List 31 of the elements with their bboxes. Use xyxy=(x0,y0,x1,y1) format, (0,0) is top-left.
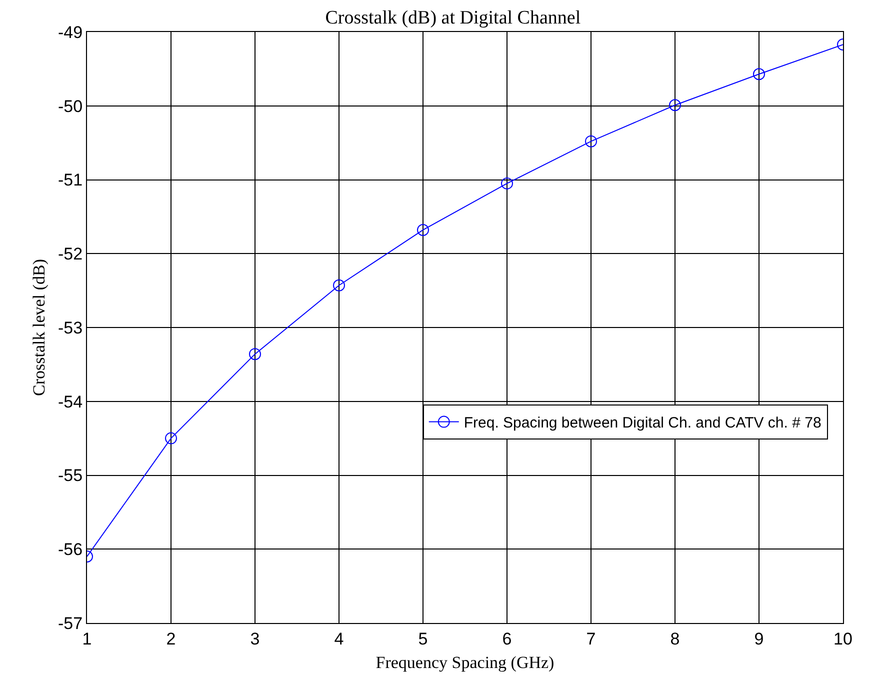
point xyxy=(249,348,261,360)
point xyxy=(753,68,765,80)
x-tick-label: 7 xyxy=(586,629,596,648)
point xyxy=(669,99,681,112)
y-tick-label: -50 xyxy=(58,96,83,116)
x-tick-label: 2 xyxy=(166,629,176,648)
x-tick-label: 10 xyxy=(834,629,852,648)
point xyxy=(501,177,513,190)
x-tick-label: 4 xyxy=(334,629,344,648)
point xyxy=(165,432,177,444)
y-tick-label: -51 xyxy=(58,170,83,190)
x-tick-label: 5 xyxy=(418,629,428,648)
y-tick-label: -55 xyxy=(58,466,83,486)
x-axis-title: Frequency Spacing (GHz) xyxy=(376,652,554,672)
x-tick-label: 9 xyxy=(754,629,764,648)
y-tick-label: -54 xyxy=(58,392,83,412)
point xyxy=(417,224,429,236)
chart-title: Crosstalk (dB) at Digital Channel xyxy=(325,8,581,29)
y-tick-label: -57 xyxy=(58,614,83,633)
y-axis-title: Crosstalk level (dB) xyxy=(30,259,49,396)
y-tick-label: -49 xyxy=(58,22,83,42)
point xyxy=(585,135,597,148)
x-tick-label: 8 xyxy=(670,629,680,648)
legend-label: Freq. Spacing between Digital Ch. and CATV ch. # 78 xyxy=(464,414,822,432)
x-tick-label: 6 xyxy=(502,629,512,648)
point xyxy=(333,279,345,292)
y-tick-label: -52 xyxy=(58,244,83,264)
y-tick-label: -53 xyxy=(58,318,83,338)
x-tick-label: 1 xyxy=(82,629,92,648)
x-tick-label: 3 xyxy=(250,629,260,648)
y-tick-label: -56 xyxy=(58,540,83,560)
